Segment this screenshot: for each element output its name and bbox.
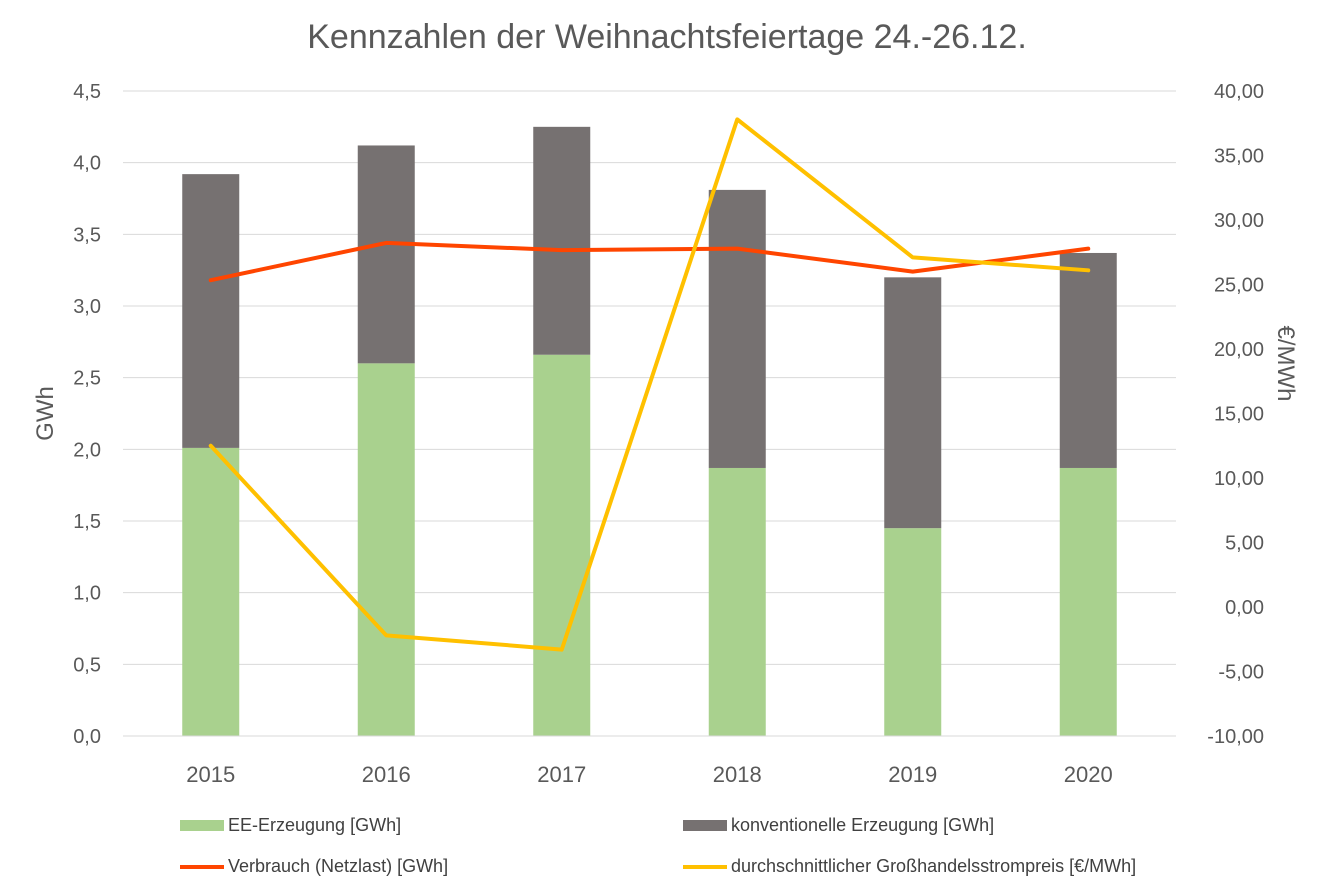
x-tick-label: 2018 (713, 762, 762, 787)
y-tick-label: 1,5 (73, 511, 101, 533)
y2-tick-label: 25,00 (1214, 275, 1264, 297)
legend-item-preis: durchschnittlicher Großhandelsstrompreis… (683, 856, 1136, 877)
y2-tick-label: 40,00 (1214, 81, 1264, 103)
y-tick-label: 1,0 (73, 583, 101, 605)
bar-konventionell (884, 277, 942, 529)
bar-ee (1059, 467, 1117, 736)
y-tick-label: 3,5 (73, 224, 101, 246)
legend-item-konventionell: konventionelle Erzeugung [GWh] (683, 815, 994, 836)
legend-label-verbrauch: Verbrauch (Netzlast) [GWh] (228, 856, 449, 876)
axis-layer: 0,0 0,5 1,0 1,5 2,0 2,5 3,0 3,5 4,0 4,5 -10,00 -5,0… (32, 81, 1299, 787)
y2-tick-label: -5,00 (1218, 662, 1264, 684)
y2-axis-label: €/MWh (1272, 325, 1299, 401)
bar-ee (884, 528, 942, 736)
legend: EE-Erzeugung [GWh] konventionelle Erzeug… (0, 805, 1334, 885)
bar-ee (357, 363, 415, 736)
y-tick-label: 4,0 (73, 153, 101, 175)
y-axis-label: GWh (32, 386, 59, 441)
y2-tick-label: 30,00 (1214, 210, 1264, 232)
y2-tick-label: 0,00 (1225, 597, 1264, 619)
line-verbrauch (208, 240, 1091, 283)
x-tick-label: 2016 (362, 762, 411, 787)
y2-tick-label: -10,00 (1207, 726, 1264, 748)
line-preis (208, 117, 1091, 652)
y2-tick-label: 35,00 (1214, 146, 1264, 168)
bar-konventionell (357, 145, 415, 364)
x-tick-label: 2020 (1064, 762, 1113, 787)
bar-konventionell (533, 126, 591, 355)
gridlines (123, 90, 1176, 737)
y-tick-label: 3,0 (73, 296, 101, 318)
bar-ee (533, 354, 591, 736)
legend-swatch-preis (683, 864, 727, 869)
legend-label-preis: durchschnittlicher Großhandelsstrompreis… (731, 856, 1137, 876)
chart-title: Kennzahlen der Weihnachtsfeiertage 24.-2… (307, 18, 1027, 56)
legend-swatch-ee (180, 820, 224, 831)
legend-item-verbrauch: Verbrauch (Netzlast) [GWh] (180, 856, 448, 877)
y-tick-label: 2,5 (73, 368, 101, 390)
legend-swatch-verbrauch (180, 864, 224, 869)
y2-tick-label: 5,00 (1225, 533, 1264, 555)
legend-label-konventionell: konventionelle Erzeugung [GWh] (731, 815, 995, 835)
bar-layer (182, 126, 1117, 736)
y-tick-label: 2,0 (73, 439, 101, 461)
y-tick-label: 0,0 (73, 726, 101, 748)
y2-tick-label: 15,00 (1214, 404, 1264, 426)
bar-ee (708, 467, 766, 736)
x-tick-label: 2019 (888, 762, 937, 787)
legend-item-ee: EE-Erzeugung [GWh] (180, 815, 401, 836)
x-tick-label: 2015 (186, 762, 235, 787)
y-tick-label: 4,5 (73, 81, 101, 103)
legend-label-ee: EE-Erzeugung [GWh] (228, 815, 402, 835)
y-tick-label: 0,5 (73, 654, 101, 676)
bar-ee (182, 447, 240, 736)
bar-konventionell (182, 174, 240, 448)
y2-tick-label: 20,00 (1214, 339, 1264, 361)
y2-tick-label: 10,00 (1214, 468, 1264, 490)
line-layer (208, 117, 1091, 652)
legend-swatch-konventionell (683, 820, 727, 831)
bar-konventionell (708, 189, 766, 468)
bar-konventionell (1059, 252, 1117, 468)
x-tick-label: 2017 (537, 762, 586, 787)
